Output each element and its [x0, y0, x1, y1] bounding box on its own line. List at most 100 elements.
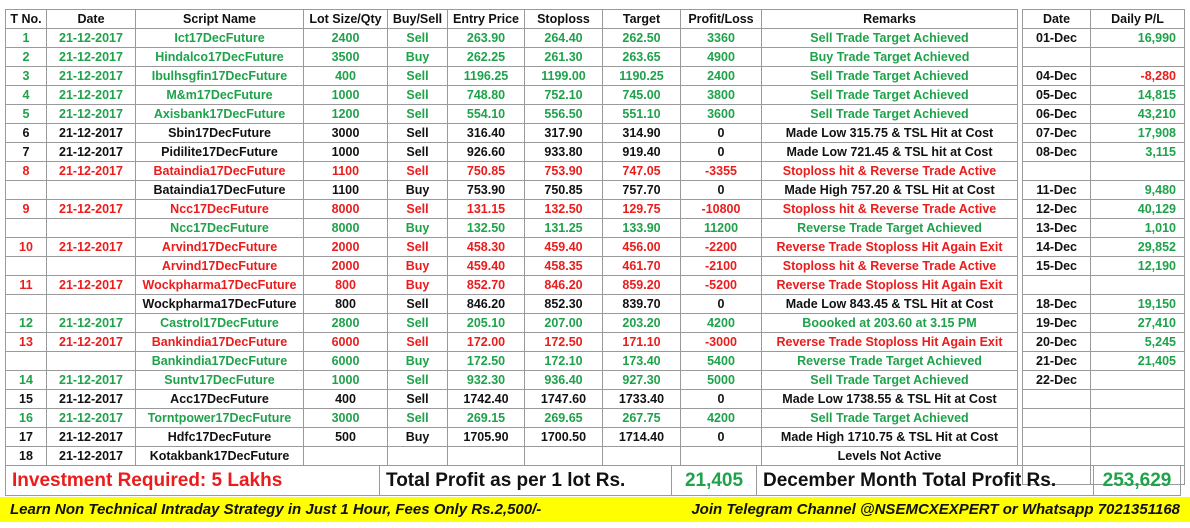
stoploss-cell: 1700.50: [524, 427, 603, 447]
entry-cell: 269.15: [447, 408, 525, 428]
target-cell: 927.30: [602, 370, 681, 390]
daily-date-cell: [1022, 427, 1091, 447]
script-cell: Acc17DecFuture: [135, 389, 304, 409]
daily-pl-cell: 9,480: [1090, 180, 1185, 200]
date-cell: 21-12-2017: [46, 123, 136, 143]
pl-cell: 3360: [680, 28, 762, 48]
lot-cell: 1200: [303, 104, 388, 124]
target-cell: 267.75: [602, 408, 681, 428]
daily-date-cell: [1022, 408, 1091, 428]
pl-cell: 4200: [680, 408, 762, 428]
date-cell: [46, 351, 136, 371]
target-cell: 1714.40: [602, 427, 681, 447]
entry-cell: 753.90: [447, 180, 525, 200]
buysell-cell: Buy: [387, 275, 448, 295]
target-cell: 859.20: [602, 275, 681, 295]
pl-cell: -2100: [680, 256, 762, 276]
daily-date-cell: 20-Dec: [1022, 332, 1091, 352]
remarks-cell: Buy Trade Target Achieved: [761, 47, 1018, 67]
target-cell: 1190.25: [602, 66, 681, 86]
tno-cell: 16: [5, 408, 47, 428]
trade-row: 13 21-12-2017 Bankindia17DecFuture 6000 Sell…: [5, 332, 1018, 352]
trade-row: 4 21-12-2017 M&m17DecFuture 1000 Sell 748.80 7…: [5, 85, 1018, 105]
trade-row: 15 21-12-2017 Acc17DecFuture 400 Sell 1742.40…: [5, 389, 1018, 409]
daily-pl-cell: 14,815: [1090, 85, 1185, 105]
daily-date-cell: 13-Dec: [1022, 218, 1091, 238]
daily-header-row: Date Daily P/L: [1022, 9, 1185, 29]
entry-cell: 316.40: [447, 123, 525, 143]
remarks-cell: Sell Trade Target Achieved: [761, 66, 1018, 86]
entry-cell: 852.70: [447, 275, 525, 295]
trade-row: 1 21-12-2017 Ict17DecFuture 2400 Sell 263.90 2…: [5, 28, 1018, 48]
remarks-cell: Reverse Trade Stoploss Hit Again Exit: [761, 237, 1018, 257]
banner-contact-text: Join Telegram Channel @NSEMCXEXPERT or W…: [691, 501, 1180, 518]
daily-pl-cell: 43,210: [1090, 104, 1185, 124]
daily-row: 11-Dec 9,480: [1022, 180, 1185, 200]
remarks-cell: Reverse Trade Target Achieved: [761, 351, 1018, 371]
script-cell: Bankindia17DecFuture: [135, 351, 304, 371]
total-profit-label: Total Profit as per 1 lot Rs.: [380, 466, 672, 495]
stoploss-cell: 753.90: [524, 161, 603, 181]
entry-cell: 748.80: [447, 85, 525, 105]
script-cell: M&m17DecFuture: [135, 85, 304, 105]
daily-row: [1022, 161, 1185, 181]
remarks-cell: Sell Trade Target Achieved: [761, 85, 1018, 105]
stoploss-cell: 317.90: [524, 123, 603, 143]
target-cell: 1733.40: [602, 389, 681, 409]
entry-cell: 1705.90: [447, 427, 525, 447]
tno-cell: [5, 294, 47, 314]
lot-cell: 2000: [303, 237, 388, 257]
daily-row: 21-Dec 21,405: [1022, 351, 1185, 371]
daily-pl-cell: 5,245: [1090, 332, 1185, 352]
header-lot: Lot Size/Qty: [303, 9, 388, 29]
tno-cell: 11: [5, 275, 47, 295]
lot-cell: 8000: [303, 218, 388, 238]
target-cell: 456.00: [602, 237, 681, 257]
stoploss-cell: 172.10: [524, 351, 603, 371]
target-cell: 745.00: [602, 85, 681, 105]
script-cell: Wockpharma17DecFuture: [135, 275, 304, 295]
buysell-cell: Sell: [387, 28, 448, 48]
header-tno: T No.: [5, 9, 47, 29]
daily-pl-cell: 29,852: [1090, 237, 1185, 257]
daily-pl-cell: 1,010: [1090, 218, 1185, 238]
target-cell: 747.05: [602, 161, 681, 181]
buysell-cell: Sell: [387, 161, 448, 181]
pl-cell: 5400: [680, 351, 762, 371]
target-cell: 461.70: [602, 256, 681, 276]
buysell-cell: Sell: [387, 294, 448, 314]
tno-cell: 12: [5, 313, 47, 333]
daily-date-cell: 04-Dec: [1022, 66, 1091, 86]
date-cell: 21-12-2017: [46, 85, 136, 105]
pl-cell: 3800: [680, 85, 762, 105]
tno-cell: 18: [5, 446, 47, 466]
lot-cell: 500: [303, 427, 388, 447]
target-cell: 551.10: [602, 104, 681, 124]
daily-row: 12-Dec 40,129: [1022, 199, 1185, 219]
tno-cell: 10: [5, 237, 47, 257]
target-cell: 171.10: [602, 332, 681, 352]
daily-pl-cell: [1090, 465, 1185, 485]
buysell-cell: Sell: [387, 104, 448, 124]
entry-cell: 131.15: [447, 199, 525, 219]
daily-pl-cell: 21,405: [1090, 351, 1185, 371]
tno-cell: 3: [5, 66, 47, 86]
script-cell: Bataindia17DecFuture: [135, 180, 304, 200]
stoploss-cell: 264.40: [524, 28, 603, 48]
lot-cell: 1000: [303, 85, 388, 105]
daily-pl-cell: 40,129: [1090, 199, 1185, 219]
daily-date-cell: 05-Dec: [1022, 85, 1091, 105]
entry-cell: [447, 446, 525, 466]
trades-table: T No. Date Script Name Lot Size/Qty Buy/…: [5, 9, 1018, 466]
daily-row: [1022, 47, 1185, 67]
buysell-cell: Buy: [387, 427, 448, 447]
remarks-cell: Stoploss hit & Reverse Trade Active: [761, 256, 1018, 276]
entry-cell: 262.25: [447, 47, 525, 67]
remarks-cell: Made Low 721.45 & TSL hit at Cost: [761, 142, 1018, 162]
header-pl: Profit/Loss: [680, 9, 762, 29]
lot-cell: 1000: [303, 370, 388, 390]
entry-cell: 1742.40: [447, 389, 525, 409]
daily-pl-cell: 16,990: [1090, 28, 1185, 48]
target-cell: 133.90: [602, 218, 681, 238]
date-cell: 21-12-2017: [46, 142, 136, 162]
